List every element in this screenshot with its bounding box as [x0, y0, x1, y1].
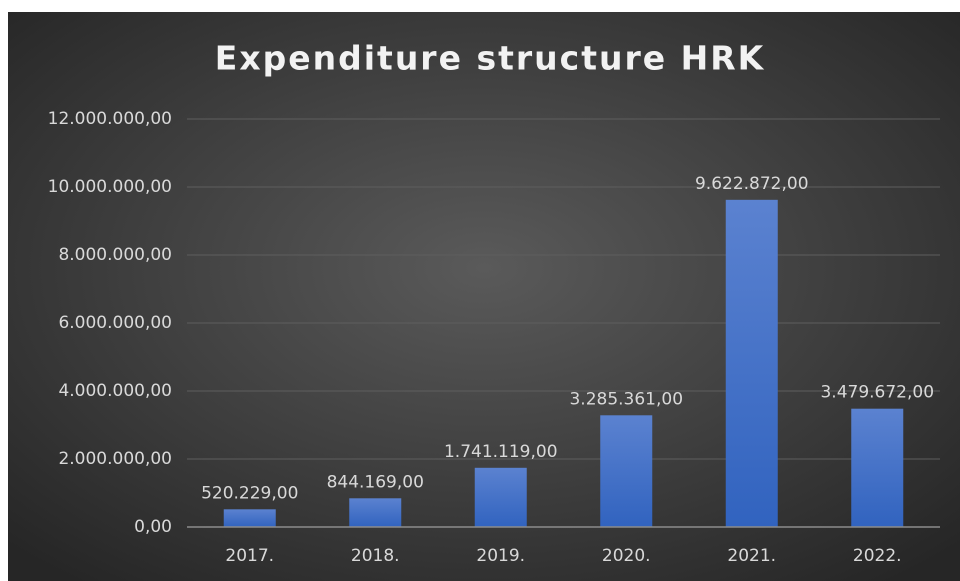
data-label: 1.741.119,00 [444, 442, 558, 462]
data-label: 9.622.872,00 [695, 174, 809, 194]
data-label: 520.229,00 [201, 483, 298, 503]
bar [725, 199, 778, 527]
bar [474, 467, 527, 527]
x-tick-label: 2019. [476, 546, 525, 566]
y-tick-label: 0,00 [134, 517, 172, 537]
x-tick-label: 2022. [853, 546, 902, 566]
y-tick-label: 8.000.000,00 [58, 245, 172, 265]
chart-title: Expenditure structure HRK [215, 39, 765, 78]
y-tick-label: 12.000.000,00 [48, 109, 172, 129]
x-tick-label: 2017. [225, 546, 274, 566]
x-tick-label: 2018. [351, 546, 400, 566]
bar [600, 415, 653, 527]
x-tick-label: 2021. [727, 546, 776, 566]
bar [349, 498, 402, 527]
data-label: 3.285.361,00 [569, 389, 683, 409]
data-label: 3.479.672,00 [820, 383, 934, 403]
y-tick-label: 10.000.000,00 [48, 177, 172, 197]
bar [223, 509, 276, 527]
bar [851, 408, 904, 527]
y-tick-label: 4.000.000,00 [58, 381, 172, 401]
data-label: 844.169,00 [327, 472, 424, 492]
y-tick-label: 2.000.000,00 [58, 449, 172, 469]
y-tick-label: 6.000.000,00 [58, 313, 172, 333]
x-tick-label: 2020. [602, 546, 651, 566]
